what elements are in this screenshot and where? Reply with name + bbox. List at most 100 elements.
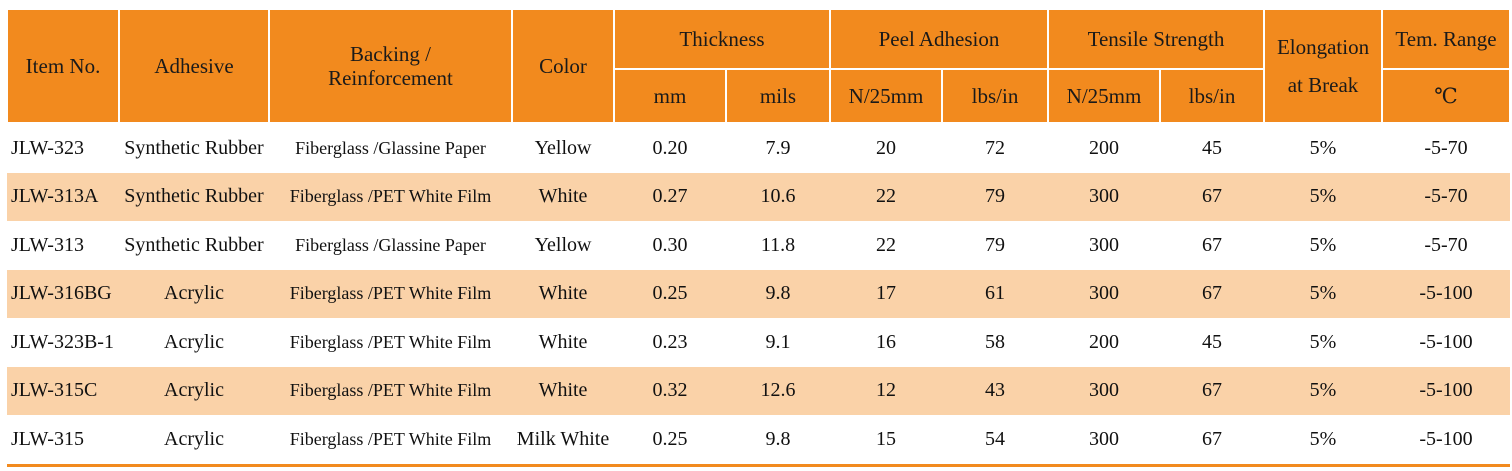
subheader-tensile-lbs: lbs/in — [1158, 68, 1266, 124]
cell-tem-range: -5-100 — [1382, 415, 1511, 467]
header-elongation: Elongation at Break — [1263, 8, 1384, 124]
cell-elongation: 5% — [1309, 233, 1337, 256]
cell-tensile-n: 300 — [1089, 233, 1119, 256]
cell-color: Yellow — [534, 136, 592, 159]
cell-adhesive: Synthetic Rubber — [124, 233, 264, 256]
cell-elongation: 5% — [1264, 366, 1383, 415]
cell-peel-lbs: 79 — [942, 172, 1048, 221]
cell-color: Yellow — [534, 233, 592, 256]
cell-thickness-mm: 0.20 — [652, 136, 688, 159]
cell-tensile-n: 300 — [1048, 415, 1160, 467]
header-backing-line1: Backing / — [349, 42, 432, 66]
cell-elongation: 5% — [1309, 330, 1337, 353]
cell-color: White — [512, 172, 614, 221]
header-thickness: Thickness — [613, 8, 831, 70]
cell-tensile-lbs: 67 — [1160, 366, 1265, 415]
subheader-celsius: ℃ — [1381, 68, 1512, 124]
cell-backing: Fiberglass /PET White Film — [269, 415, 512, 467]
cell-thickness-mils: 10.6 — [726, 172, 830, 221]
cell-tem-range: -5-70 — [1382, 172, 1511, 221]
cell-tensile-lbs: 45 — [1202, 136, 1222, 159]
cell-thickness-mils: 9.1 — [765, 330, 791, 353]
cell-adhesive: Synthetic Rubber — [119, 172, 269, 221]
cell-thickness-mm: 0.25 — [614, 415, 726, 467]
header-row-top: Item No. Adhesive Backing / Reinforcemen… — [6, 8, 1512, 124]
cell-tensile-lbs: 45 — [1202, 330, 1222, 353]
cell-peel-lbs: 58 — [985, 330, 1005, 353]
spec-table: Item No. Adhesive Backing / Reinforcemen… — [6, 8, 1512, 467]
header-color: Color — [511, 8, 615, 124]
cell-color: White — [512, 366, 614, 415]
table-row: JLW-323 Synthetic Rubber Fiberglass /Gla… — [7, 123, 1510, 173]
cell-thickness-mils: 9.8 — [726, 415, 830, 467]
cell-elongation: 5% — [1309, 136, 1337, 159]
header-backing-line2: Reinforcement — [328, 66, 453, 90]
cell-thickness-mm: 0.30 — [652, 233, 688, 256]
cell-peel-n: 17 — [830, 269, 942, 318]
cell-peel-n: 16 — [876, 330, 896, 353]
cell-peel-lbs: 61 — [942, 269, 1048, 318]
cell-item-no: JLW-323B-1 — [11, 330, 114, 353]
table-header: Item No. Adhesive Backing / Reinforcemen… — [6, 8, 1512, 124]
header-adhesive: Adhesive — [118, 8, 270, 124]
header-row-sub: mm mils N/25mm lbs/in N/25mm lbs/in ℃ — [7, 68, 1512, 124]
cell-tensile-n: 200 — [1089, 330, 1119, 353]
cell-item-no: JLW-316BG — [7, 269, 119, 318]
cell-tem-range: -5-70 — [1424, 233, 1468, 256]
table-row: JLW-323B-1 Acrylic Fiberglass /PET White… — [7, 318, 1510, 367]
header-backing: Backing / Reinforcement — [268, 8, 513, 124]
cell-color: Milk White — [512, 415, 614, 467]
cell-backing: Fiberglass /PET White Film — [269, 366, 512, 415]
cell-peel-n: 15 — [830, 415, 942, 467]
table-body: JLW-323 Synthetic Rubber Fiberglass /Gla… — [7, 123, 1511, 467]
cell-thickness-mm: 0.23 — [652, 330, 688, 353]
table-row: JLW-313 Synthetic Rubber Fiberglass /Gla… — [7, 221, 1510, 270]
cell-peel-n: 12 — [830, 366, 942, 415]
cell-tensile-n: 300 — [1048, 172, 1160, 221]
cell-adhesive: Synthetic Rubber — [124, 136, 264, 159]
cell-tensile-lbs: 67 — [1160, 269, 1265, 318]
subheader-mils: mils — [725, 68, 831, 124]
table-row: JLW-316BG Acrylic Fiberglass /PET White … — [7, 269, 1511, 318]
cell-tensile-lbs: 67 — [1160, 415, 1265, 467]
table-row: JLW-315C Acrylic Fiberglass /PET White F… — [7, 366, 1511, 415]
cell-elongation: 5% — [1264, 172, 1383, 221]
cell-thickness-mm: 0.27 — [614, 172, 726, 221]
subheader-peel-lbs: lbs/in — [941, 68, 1049, 124]
subheader-peel-n: N/25mm — [829, 68, 943, 124]
cell-tensile-lbs: 67 — [1160, 172, 1265, 221]
cell-peel-n: 22 — [830, 172, 942, 221]
cell-peel-lbs: 54 — [942, 415, 1048, 467]
cell-tensile-n: 300 — [1048, 366, 1160, 415]
header-peel-adhesion: Peel Adhesion — [829, 8, 1049, 70]
cell-color: White — [512, 269, 614, 318]
cell-item-no: JLW-315 — [7, 415, 119, 467]
cell-thickness-mm: 0.25 — [614, 269, 726, 318]
cell-backing: Fiberglass /PET White Film — [269, 269, 512, 318]
cell-elongation: 5% — [1264, 269, 1383, 318]
cell-peel-n: 20 — [876, 136, 896, 159]
cell-peel-n: 22 — [876, 233, 896, 256]
cell-thickness-mils: 11.8 — [760, 233, 796, 256]
cell-adhesive: Acrylic — [164, 330, 224, 353]
cell-tensile-n: 200 — [1089, 136, 1119, 159]
header-elongation-line1: Elongation — [1276, 35, 1370, 59]
cell-tem-range: -5-100 — [1382, 269, 1511, 318]
cell-adhesive: Acrylic — [119, 415, 269, 467]
cell-peel-lbs: 79 — [985, 233, 1005, 256]
cell-thickness-mm: 0.32 — [614, 366, 726, 415]
header-item-no: Item No. — [6, 8, 120, 124]
cell-thickness-mils: 9.8 — [726, 269, 830, 318]
header-tensile-strength: Tensile Strength — [1046, 8, 1266, 70]
cell-peel-lbs: 43 — [942, 366, 1048, 415]
subheader-mm: mm — [613, 68, 727, 124]
cell-color: White — [538, 330, 588, 353]
cell-item-no: JLW-315C — [7, 366, 119, 415]
cell-thickness-mils: 7.9 — [765, 136, 791, 159]
header-elongation-line2: at Break — [1287, 73, 1359, 97]
cell-item-no: JLW-313A — [7, 172, 119, 221]
cell-tem-range: -5-70 — [1424, 136, 1468, 159]
table-row: JLW-313A Synthetic Rubber Fiberglass /PE… — [7, 172, 1511, 221]
cell-tensile-lbs: 67 — [1202, 233, 1222, 256]
